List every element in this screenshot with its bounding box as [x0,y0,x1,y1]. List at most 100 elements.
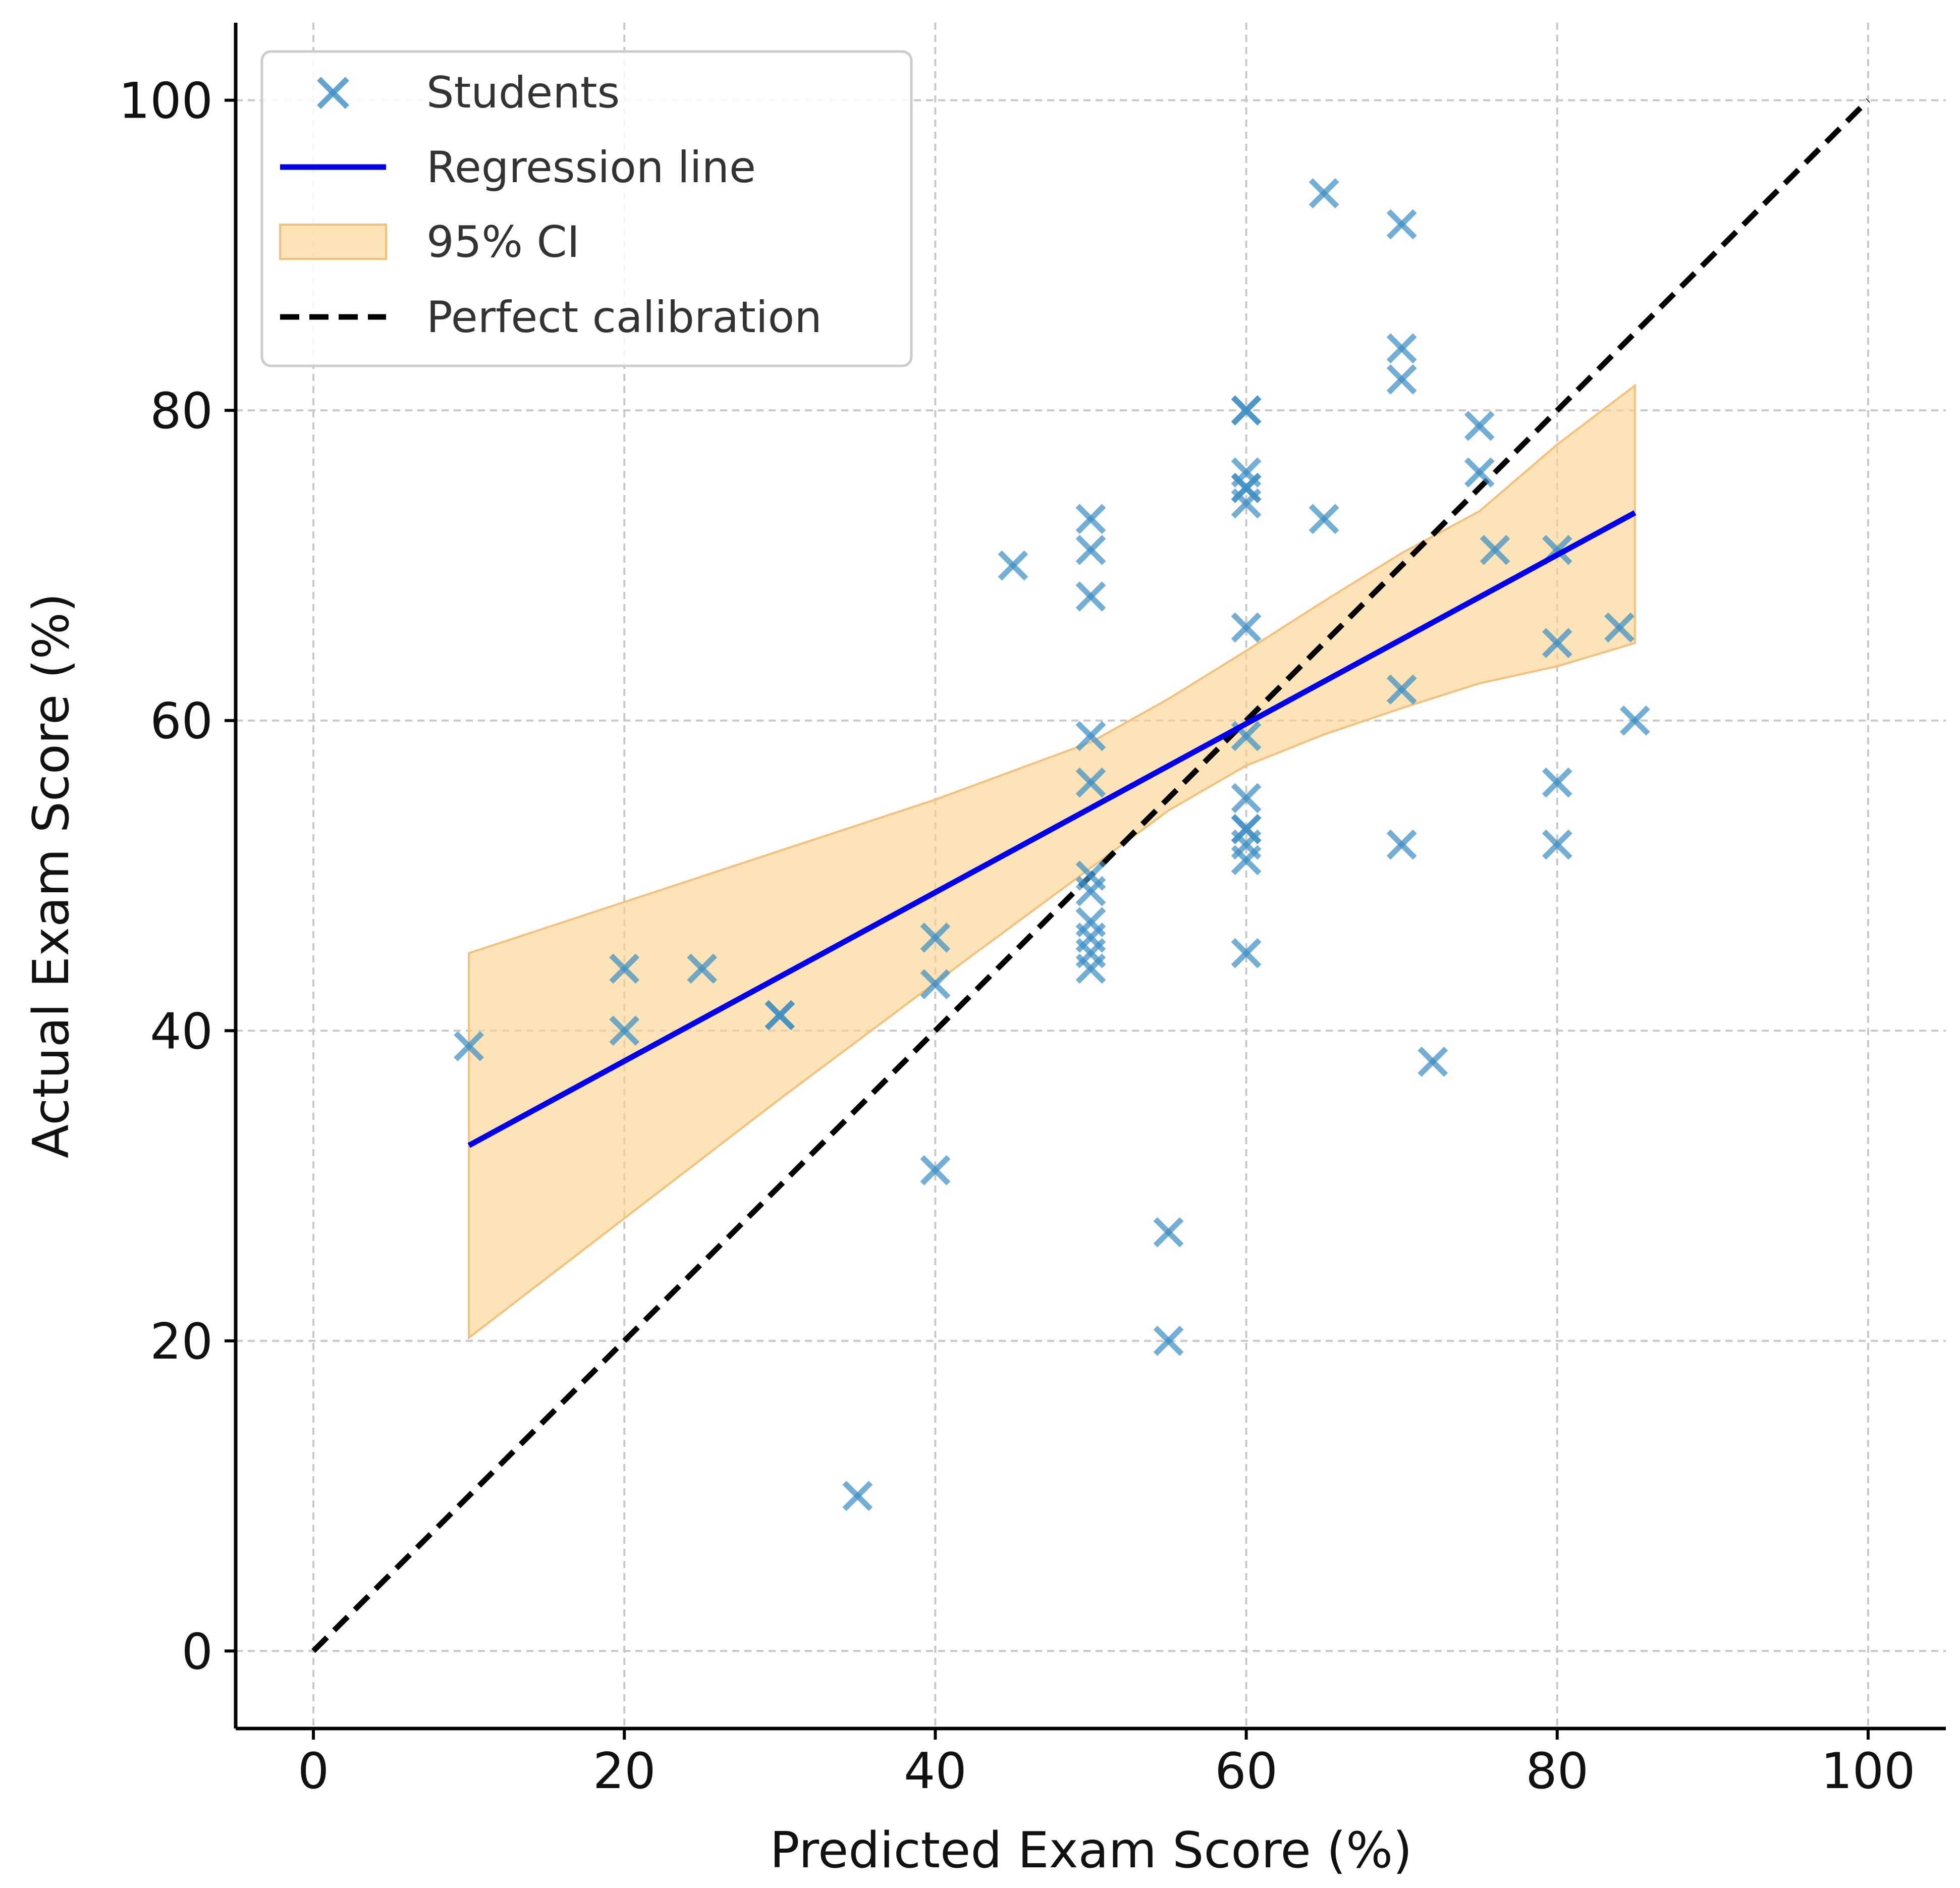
x-tick-label: 0 [298,1743,329,1800]
student-point [1386,209,1417,240]
x-axis-label: Predicted Exam Score (%) [770,1822,1412,1879]
y-tick-label: 100 [119,73,213,130]
student-point [454,1031,484,1061]
student-point-stroke-b [1604,612,1635,643]
student-point-stroke-b [1542,767,1572,798]
student-point-stroke-b [842,1481,873,1511]
student-point-stroke-b [1075,860,1106,891]
legend-students-label: Students [426,68,620,118]
student-point-stroke-b [1386,829,1417,860]
student-point [1386,364,1417,395]
student-point-stroke-b [1542,628,1572,658]
student-point-stroke-b [1075,534,1106,565]
student-point [1075,860,1106,891]
student-point-stroke-b [1386,209,1417,240]
ci-band-layer [468,383,1636,1340]
y-tick-label: 0 [182,1623,213,1681]
legend: Students Regression line 95% CI Perfect … [260,50,913,367]
ci-band [468,383,1636,1340]
student-points-layer [454,178,1650,1511]
y-tick-label: 80 [150,383,213,440]
regression-layer [467,510,1637,1148]
regression-line [467,510,1637,1148]
student-point [1386,674,1417,705]
student-point [1075,534,1106,565]
student-point [1231,612,1262,643]
student-point [998,550,1028,581]
y-tick-label: 60 [150,693,213,750]
student-point-stroke-b [998,550,1028,581]
student-point-stroke-b [1309,178,1339,208]
student-point [1075,767,1106,798]
legend-x-stroke-b [317,77,349,109]
legend-ci-swatch [279,224,387,260]
student-point-stroke-b [1542,829,1572,860]
student-point-stroke-b [1464,411,1495,441]
x-tick-label: 80 [1526,1743,1589,1800]
student-point [1386,829,1417,860]
student-point-stroke-b [920,1155,951,1185]
legend-box [260,50,913,367]
legend-students-marker [317,77,349,109]
axis-ticks: 0 20 40 60 80 100 0 20 40 60 80 100 [119,73,1916,1800]
student-point [765,1000,795,1031]
x-tick-label: 100 [1821,1743,1915,1800]
student-point [920,923,951,953]
student-point-stroke-b [1464,457,1495,488]
student-point [842,1481,873,1511]
y-tick-label: 40 [150,1003,213,1060]
student-point [1231,829,1262,860]
student-point-stroke-b [609,1015,640,1046]
student-point [1464,457,1495,488]
student-point [1153,1217,1184,1248]
student-point-stroke-b [1386,674,1417,705]
student-point-stroke-b [454,1031,484,1061]
student-point-stroke-b [687,953,718,984]
student-point [1542,628,1572,658]
student-point-stroke-b [765,1000,795,1031]
student-point [1231,488,1262,519]
y-axis-label: Actual Exam Score (%) [23,593,80,1158]
student-point-stroke-b [920,969,951,999]
student-point-stroke-b [1619,705,1650,736]
student-point [1075,938,1106,968]
student-point-stroke-b [1386,364,1417,395]
legend-regression-label: Regression line [426,142,756,193]
student-point [1619,705,1650,736]
student-point-stroke-b [1075,721,1106,751]
student-point [1386,333,1417,364]
student-point [1075,581,1106,612]
student-point-stroke-b [1075,581,1106,612]
student-point [609,953,640,984]
student-point [1542,767,1572,798]
student-point-stroke-b [609,953,640,984]
student-point-stroke-b [1153,1217,1184,1248]
student-point [1309,178,1339,208]
student-point-stroke-b [1386,333,1417,364]
student-point-stroke-b [1231,721,1262,751]
student-point [1075,504,1106,534]
y-tick-label: 20 [150,1313,213,1371]
student-point [1075,721,1106,751]
student-point [1231,938,1262,968]
student-point-stroke-b [1075,504,1106,534]
student-point-stroke-b [1418,1046,1448,1077]
x-tick-label: 60 [1215,1743,1278,1800]
student-point [1153,1325,1184,1356]
student-point-stroke-b [1231,488,1262,519]
student-point [1231,395,1262,426]
student-point [1604,612,1635,643]
x-tick-label: 20 [593,1743,656,1800]
student-point [1480,534,1510,565]
student-point [1418,1046,1448,1077]
student-point-stroke-b [1075,767,1106,798]
student-point-stroke-b [1480,534,1510,565]
student-point-stroke-b [920,923,951,953]
student-point-stroke-b [1231,783,1262,814]
student-point-stroke-b [1309,504,1339,534]
student-point [609,1015,640,1046]
student-point-stroke-b [1231,938,1262,968]
student-point-stroke-b [1153,1325,1184,1356]
